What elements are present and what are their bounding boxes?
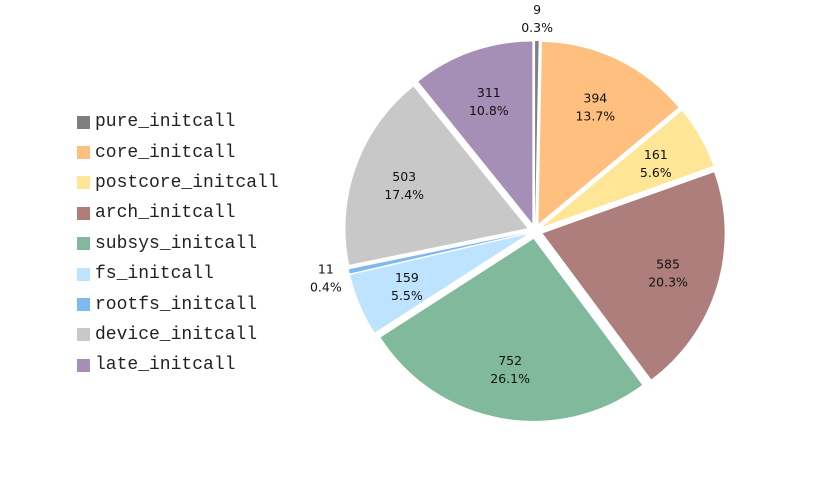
legend-label: rootfs_initcall [95,294,258,315]
pie-slice-late-initcall [418,41,533,224]
pie-slice-subsys-initcall [380,238,643,421]
legend-item-core-initcall: core_initcall [77,137,279,167]
legend-item-arch-initcall: arch_initcall [77,198,279,228]
slice-percent-label: 17.4% [384,187,424,202]
pie-slice-device-initcall [345,86,528,265]
slice-percent-label: 5.5% [391,288,423,303]
legend-item-pure-initcall: pure_initcall [77,107,279,137]
legend-item-device-initcall: device_initcall [77,320,279,350]
legend-swatch [77,298,90,312]
legend-label: postcore_initcall [95,172,279,193]
legend-item-subsys-initcall: subsys_initcall [77,229,279,259]
legend-swatch [77,237,90,251]
slice-label-subsys-initcall: 752 26.1% [490,353,530,386]
slice-value-label: 11 [318,261,334,276]
slice-percent-label: 13.7% [575,109,615,124]
legend-item-late-initcall: late_initcall [77,350,279,380]
legend-swatch [77,328,90,342]
pie-slice-fs-initcall [350,234,528,333]
slice-label-arch-initcall: 585 20.3% [648,256,688,289]
legend-swatch [77,267,90,281]
slice-value-label: 159 [395,270,419,285]
pie-slice-postcore-initcall [541,110,714,228]
slice-label-late-initcall: 311 10.8% [469,85,509,118]
legend-label: subsys_initcall [95,233,258,254]
slice-value-label: 311 [477,85,501,100]
slice-labels: 9 0.3% 394 13.7% 161 5.6% 585 20.3% 752 26.1% 159 5… [310,2,688,386]
legend-item-rootfs-initcall: rootfs_initcall [77,289,279,319]
legend-label: core_initcall [95,142,236,163]
pie-slice-pure-initcall [535,41,539,224]
slice-percent-label: 0.3% [521,20,553,35]
pie-slice-core-initcall [538,41,679,224]
legend-label: device_initcall [95,324,258,345]
slice-percent-label: 0.4% [310,279,342,294]
slice-value-label: 394 [583,91,607,106]
slice-value-label: 9 [533,2,541,17]
slice-value-label: 161 [644,147,668,162]
legend-label: late_initcall [95,355,236,376]
slice-value-label: 752 [498,353,522,368]
legend-label: pure_initcall [95,112,236,133]
slice-label-core-initcall: 394 13.7% [575,91,615,124]
slice-label-pure-initcall: 9 0.3% [521,2,553,35]
legend-swatch [77,358,90,372]
slice-label-fs-initcall: 159 5.5% [391,270,423,303]
slice-percent-label: 20.3% [648,274,688,289]
legend-label: fs_initcall [95,264,214,285]
pie-slices [345,41,725,421]
legend-label: arch_initcall [95,203,236,224]
pie-slice-rootfs-initcall [348,232,528,274]
legend-item-fs-initcall: fs_initcall [77,259,279,289]
legend: pure_initcall core_initcall postcore_initc… [77,107,279,381]
slice-percent-label: 10.8% [469,103,509,118]
legend-swatch [77,176,90,190]
slice-label-rootfs-initcall: 11 0.4% [310,261,342,294]
slice-value-label: 503 [392,169,416,184]
pie-slice-arch-initcall [542,172,725,380]
slice-value-label: 585 [656,256,680,271]
slice-percent-label: 26.1% [490,371,530,386]
slice-percent-label: 5.6% [640,165,672,180]
slice-label-postcore-initcall: 161 5.6% [640,147,672,180]
legend-swatch [77,115,90,129]
legend-swatch [77,206,90,220]
legend-swatch [77,146,90,160]
legend-item-postcore-initcall: postcore_initcall [77,168,279,198]
slice-label-device-initcall: 503 17.4% [384,169,424,202]
